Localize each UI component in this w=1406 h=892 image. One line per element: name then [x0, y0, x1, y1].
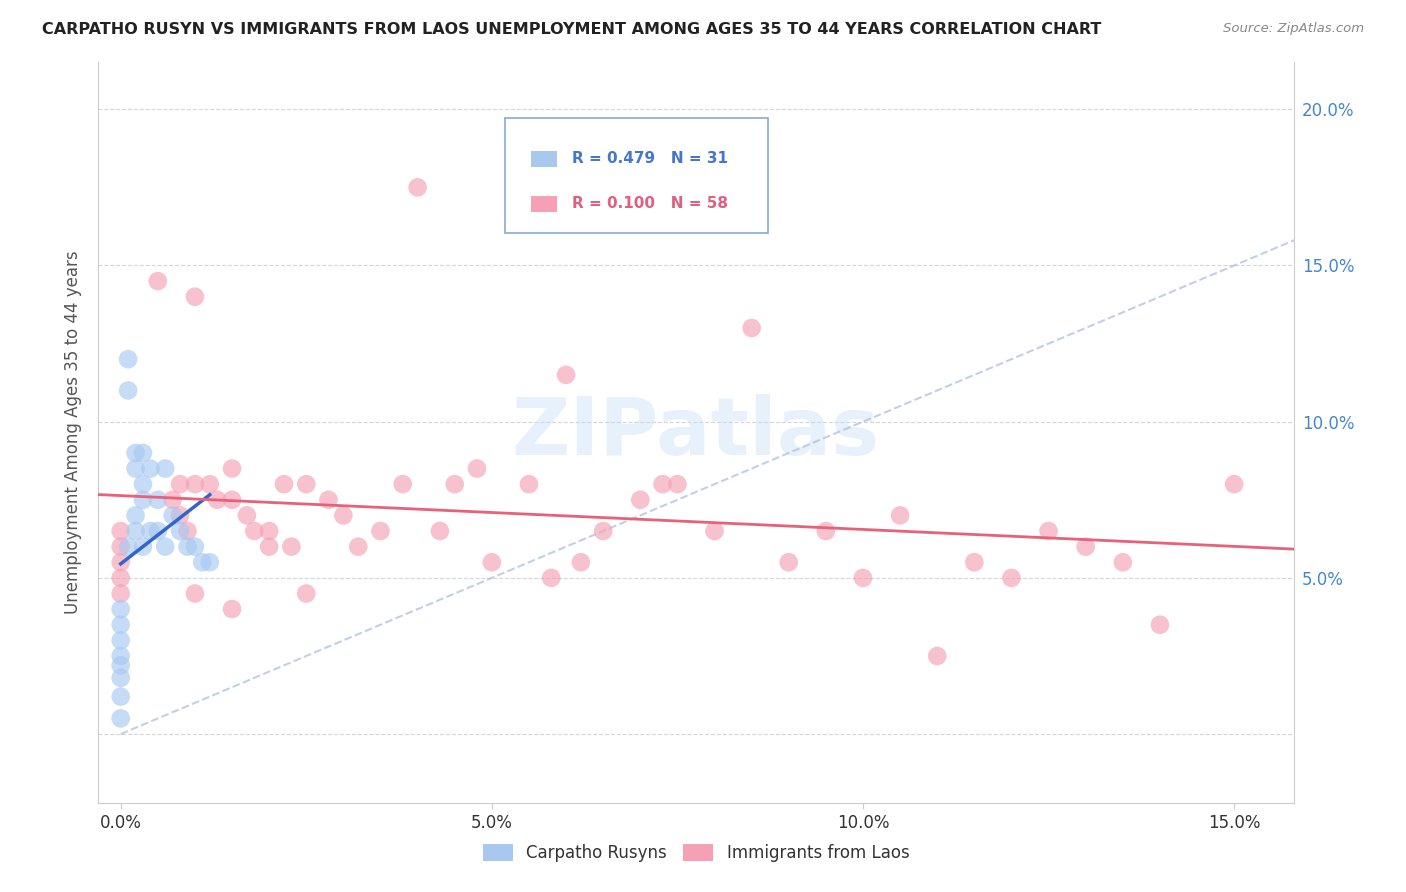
- Point: [295, 477, 318, 491]
- Point: [155, 540, 177, 554]
- Point: [1074, 540, 1097, 554]
- Point: [110, 524, 132, 538]
- Point: [110, 602, 132, 616]
- Point: [169, 524, 191, 538]
- Point: [191, 555, 214, 569]
- Point: [481, 555, 503, 569]
- Legend: Carpatho Rusyns, Immigrants from Laos: Carpatho Rusyns, Immigrants from Laos: [475, 837, 917, 869]
- FancyBboxPatch shape: [531, 195, 557, 211]
- FancyBboxPatch shape: [531, 151, 557, 167]
- Point: [169, 477, 191, 491]
- Point: [124, 508, 146, 523]
- Point: [221, 492, 243, 507]
- Point: [295, 586, 318, 600]
- Point: [221, 602, 243, 616]
- Point: [236, 508, 259, 523]
- Point: [778, 555, 800, 569]
- Point: [117, 540, 139, 554]
- Point: [465, 461, 488, 475]
- Point: [889, 508, 911, 523]
- Point: [555, 368, 578, 382]
- Point: [592, 524, 614, 538]
- Point: [221, 461, 243, 475]
- Point: [176, 540, 198, 554]
- Point: [110, 571, 132, 585]
- Point: [169, 508, 191, 523]
- Point: [703, 524, 725, 538]
- FancyBboxPatch shape: [505, 118, 768, 233]
- Point: [146, 524, 169, 538]
- Point: [132, 477, 155, 491]
- Text: Source: ZipAtlas.com: Source: ZipAtlas.com: [1223, 22, 1364, 36]
- Point: [117, 384, 139, 398]
- Point: [110, 671, 132, 685]
- Point: [110, 711, 132, 725]
- Point: [628, 492, 651, 507]
- Point: [280, 540, 302, 554]
- Point: [155, 461, 177, 475]
- Y-axis label: Unemployment Among Ages 35 to 44 years: Unemployment Among Ages 35 to 44 years: [65, 251, 83, 615]
- Point: [391, 477, 413, 491]
- Point: [540, 571, 562, 585]
- Point: [257, 524, 280, 538]
- Point: [184, 290, 207, 304]
- Point: [517, 477, 540, 491]
- Point: [347, 540, 370, 554]
- Point: [569, 555, 592, 569]
- Point: [110, 555, 132, 569]
- Point: [666, 477, 689, 491]
- Point: [963, 555, 986, 569]
- Point: [110, 586, 132, 600]
- Point: [852, 571, 875, 585]
- Point: [132, 540, 155, 554]
- Point: [205, 492, 228, 507]
- Point: [146, 492, 169, 507]
- Point: [814, 524, 837, 538]
- Point: [927, 648, 949, 663]
- Point: [1112, 555, 1135, 569]
- Point: [243, 524, 266, 538]
- Point: [110, 658, 132, 673]
- Point: [370, 524, 392, 538]
- Point: [429, 524, 451, 538]
- Point: [110, 648, 132, 663]
- Point: [318, 492, 340, 507]
- Point: [184, 477, 207, 491]
- Text: ZIPatlas: ZIPatlas: [512, 393, 880, 472]
- Point: [110, 540, 132, 554]
- Point: [117, 352, 139, 367]
- Point: [741, 321, 763, 335]
- Point: [162, 492, 184, 507]
- Point: [139, 461, 162, 475]
- Point: [146, 274, 169, 288]
- Point: [184, 586, 207, 600]
- Point: [1223, 477, 1246, 491]
- Point: [332, 508, 354, 523]
- Point: [132, 492, 155, 507]
- Point: [198, 477, 221, 491]
- Point: [257, 540, 280, 554]
- Text: R = 0.479   N = 31: R = 0.479 N = 31: [572, 152, 728, 166]
- Point: [198, 555, 221, 569]
- Text: R = 0.100   N = 58: R = 0.100 N = 58: [572, 196, 728, 211]
- Text: CARPATHO RUSYN VS IMMIGRANTS FROM LAOS UNEMPLOYMENT AMONG AGES 35 TO 44 YEARS CO: CARPATHO RUSYN VS IMMIGRANTS FROM LAOS U…: [42, 22, 1101, 37]
- Point: [406, 180, 429, 194]
- Point: [176, 524, 198, 538]
- Point: [124, 524, 146, 538]
- Point: [110, 633, 132, 648]
- Point: [1149, 617, 1171, 632]
- Point: [1000, 571, 1022, 585]
- Point: [110, 690, 132, 704]
- Point: [124, 446, 146, 460]
- Point: [1038, 524, 1060, 538]
- Point: [162, 508, 184, 523]
- Point: [139, 524, 162, 538]
- Point: [651, 477, 673, 491]
- Point: [184, 540, 207, 554]
- Point: [132, 446, 155, 460]
- Point: [273, 477, 295, 491]
- Point: [443, 477, 465, 491]
- Point: [124, 461, 146, 475]
- Point: [110, 617, 132, 632]
